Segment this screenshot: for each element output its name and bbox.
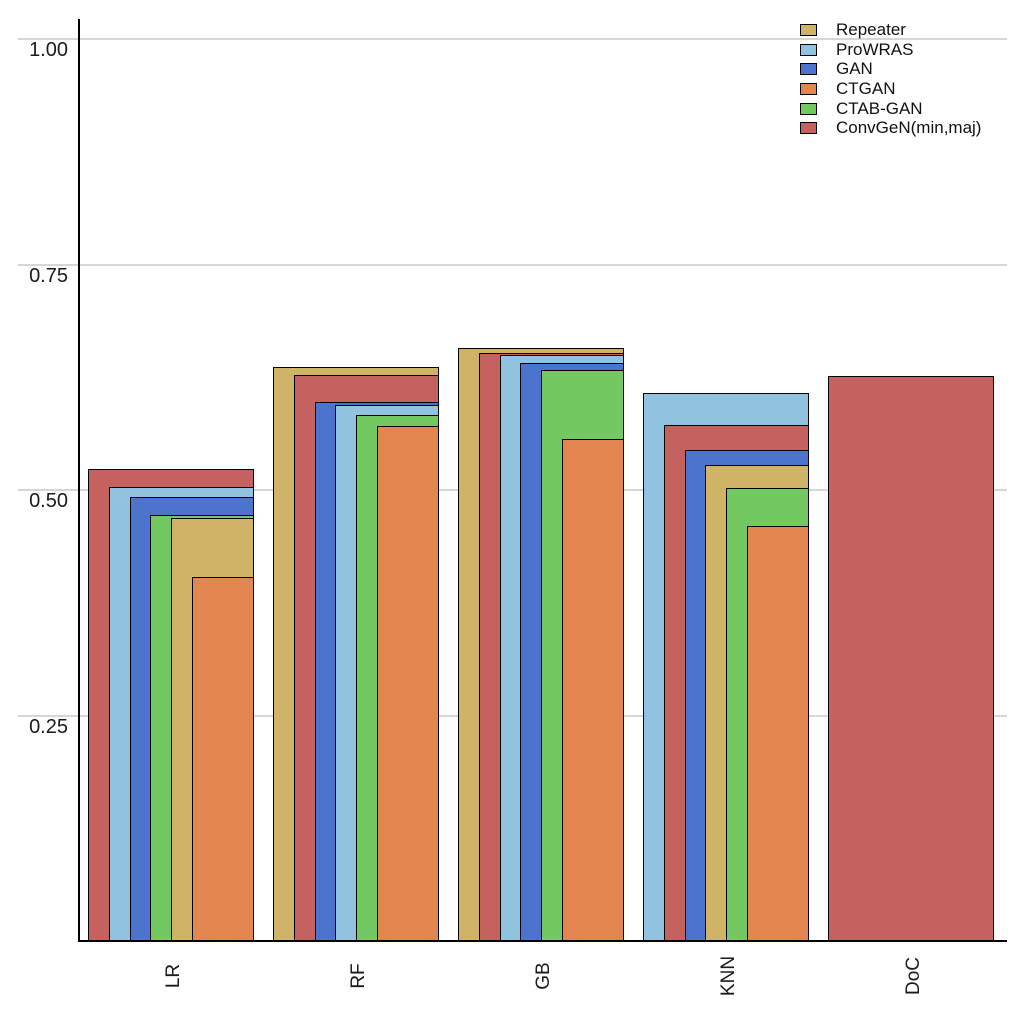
bar-GB-ctgan — [561, 439, 624, 941]
y-tick-label: 0.25 — [29, 715, 68, 738]
y-tick-label: 1.00 — [29, 39, 68, 61]
legend-label: CTAB-GAN — [836, 98, 923, 118]
x-category-label: KNN — [718, 955, 739, 997]
x-category-label: LR — [163, 963, 184, 989]
y-tick-label: 0.50 — [29, 490, 68, 512]
bar-RF-ctgan — [376, 425, 439, 941]
bar-KNN-ctgan — [746, 526, 809, 941]
legend-label: Repeater — [836, 20, 906, 39]
legend-swatch-icon — [800, 63, 817, 76]
legend-row: Repeater — [800, 20, 981, 40]
bar-LR-ctgan — [191, 576, 254, 941]
legend-swatch-icon — [800, 102, 817, 115]
legend-row: CTGAN — [800, 79, 981, 99]
x-category-label: DoC — [903, 956, 924, 996]
legend-row: CTAB-GAN — [800, 99, 981, 119]
x-category-label: RF — [348, 963, 369, 989]
legend-row: ConvGeN(min,maj) — [800, 118, 981, 138]
legend-row: GAN — [800, 59, 981, 79]
legend-label: ConvGeN(min,maj) — [836, 118, 982, 138]
legend-swatch-icon — [800, 23, 817, 36]
legend-swatch-icon — [800, 82, 817, 95]
legend-label: ProWRAS — [836, 39, 914, 59]
legend-label: CTGAN — [836, 79, 896, 99]
y-axis-line — [78, 19, 80, 942]
legend-swatch-icon — [800, 43, 817, 56]
legend-label: GAN — [836, 59, 873, 79]
legend-swatch-icon — [800, 122, 817, 135]
gridline-y-0.75 — [18, 263, 1007, 266]
legend-row: ProWRAS — [800, 40, 981, 60]
legend: Repeater ProWRAS GAN CTGAN CTAB-GAN ConvGeN(m… — [800, 20, 981, 138]
x-axis-line — [78, 940, 1007, 942]
gridline-y-1.00 — [18, 38, 1007, 40]
x-category-label: GB — [533, 962, 554, 990]
y-tick-label: 0.75 — [29, 264, 68, 287]
bar-DoC-convgen-min-maj- — [828, 376, 994, 941]
